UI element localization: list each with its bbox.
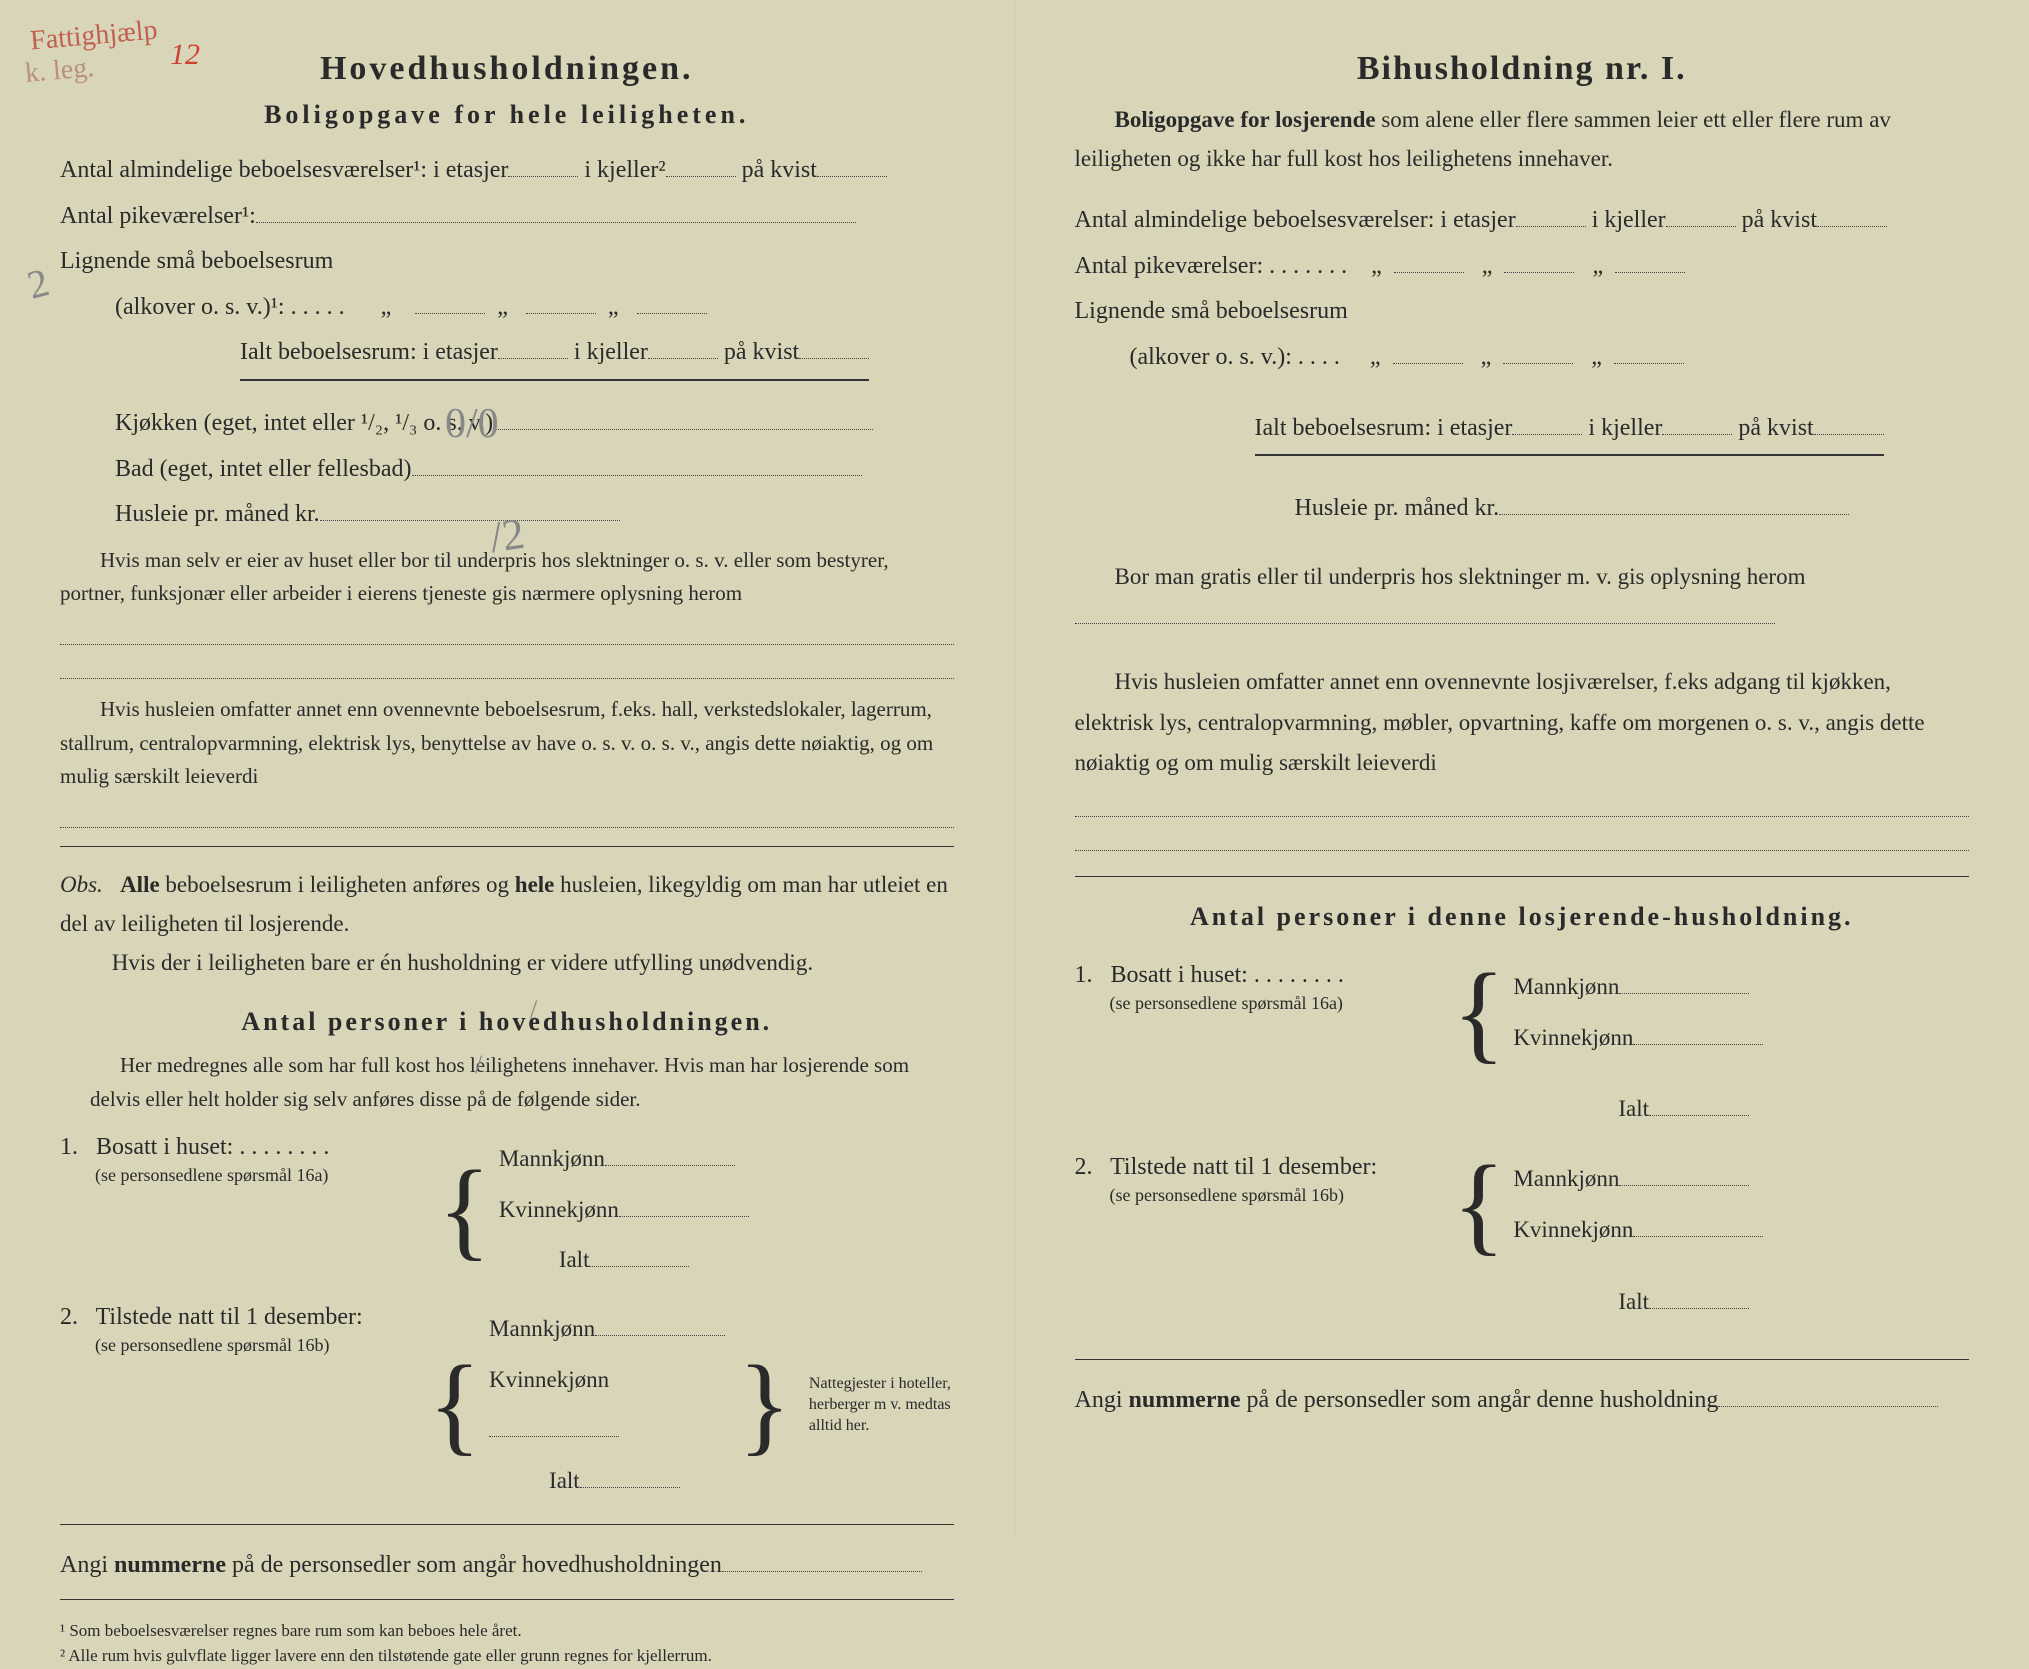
bosatt-row: 1. Bosatt i huset: . . . . . . . . (se p… bbox=[60, 1134, 954, 1286]
r-bor-gratis: Bor man gratis eller til underpris hos s… bbox=[1075, 557, 1970, 638]
rooms-label: Antal almindelige beboelsesværelser¹: i … bbox=[60, 157, 508, 183]
r-mann-2: Mannkjønn bbox=[1513, 1166, 1619, 1191]
ialt-label-1: Ialt bbox=[499, 1247, 590, 1272]
r-kvinne-2: Kvinnekjønn bbox=[1513, 1217, 1633, 1242]
obs-text2: Hvis der i leiligheten bare er én hushol… bbox=[112, 950, 813, 975]
r-pike-label: Antal pikeværelser: . . . . . . . bbox=[1075, 253, 1348, 279]
angi-line: Angi nummerne på de personsedler som ang… bbox=[60, 1543, 954, 1589]
mann-label-2: Mannkjønn bbox=[489, 1316, 595, 1341]
r-bosatt-num: 1. bbox=[1075, 962, 1093, 988]
r-pike-line: Antal pikeværelser: . . . . . . . „ „ „ bbox=[1075, 244, 1970, 290]
kvist-label: på kvist bbox=[742, 157, 817, 183]
r-ialt-rooms: Ialt beboelsesrum: i etasjer i kjeller p… bbox=[1075, 406, 1970, 457]
bosatt-sub: (se personsedlene spørsmål 16a) bbox=[60, 1165, 328, 1185]
bad-line: Bad (eget, intet eller fellesbad) bbox=[60, 447, 954, 493]
right-title: Bihusholdning nr. I. bbox=[1075, 50, 1970, 88]
handwriting-tick2: / bbox=[475, 1050, 482, 1080]
lignende-line1: Lignende små beboelsesrum bbox=[60, 239, 954, 285]
right-intro: Boligopgave for losjerende som alene ell… bbox=[1075, 100, 1970, 178]
r-husleie-label: Husleie pr. måned kr. bbox=[1295, 495, 1500, 521]
handwriting-margin: 2 bbox=[22, 258, 53, 309]
r-kjeller: i kjeller bbox=[1592, 207, 1666, 233]
obs-label: Obs. bbox=[60, 872, 103, 897]
ialt-rooms: Ialt beboelsesrum: i etasjer i kjeller p… bbox=[60, 330, 954, 381]
handwriting-tick1: / bbox=[530, 995, 537, 1025]
mann-label: Mannkjønn bbox=[499, 1146, 605, 1171]
bosatt-num: 1. bbox=[60, 1134, 78, 1160]
r-kvist: på kvist bbox=[1742, 207, 1817, 233]
antal-intro: Her medregnes alle som har full kost hos… bbox=[60, 1049, 954, 1116]
sidenote: Nattegjester i hoteller, herberger m v. … bbox=[809, 1374, 954, 1436]
r-tilstede-row: 2. Tilstede natt til 1 desember: (se per… bbox=[1075, 1154, 1970, 1255]
r-ialt-kjeller: i kjeller bbox=[1588, 415, 1662, 441]
r-tilstede-label: Tilstede natt til 1 desember: bbox=[1110, 1154, 1377, 1180]
obs-block: Obs. Alle beboelsesrum i leiligheten anf… bbox=[60, 865, 954, 982]
bosatt-label: Bosatt i huset: . . . . . . . . bbox=[96, 1134, 329, 1160]
r-mann-1: Mannkjønn bbox=[1513, 974, 1619, 999]
r-rooms-line: Antal almindelige beboelsesværelser: i e… bbox=[1075, 198, 1970, 244]
r-tilstede-sub: (se personsedlene spørsmål 16b) bbox=[1075, 1185, 1344, 1205]
r-tilstede-num: 2. bbox=[1075, 1154, 1093, 1180]
ialt-label-2: Ialt bbox=[489, 1468, 580, 1493]
kjeller-label: i kjeller² bbox=[584, 157, 665, 183]
right-page: Bihusholdning nr. I. Boligopgave for los… bbox=[1015, 0, 2029, 1536]
kjokken-line: Kjøkken (eget, intet eller ¹/₂, ¹/₃ o. s… bbox=[60, 401, 954, 447]
ialt-kjeller: i kjeller bbox=[574, 339, 648, 365]
r-bosatt-sub: (se personsedlene spørsmål 16a) bbox=[1075, 993, 1343, 1013]
r-lignende2: (alkover o. s. v.): . . . . „ „ „ bbox=[1075, 335, 1970, 381]
r-ialt-2: Ialt bbox=[1075, 1274, 1970, 1329]
r-husleie: Husleie pr. måned kr. bbox=[1075, 486, 1970, 532]
tilstede-num: 2. bbox=[60, 1304, 78, 1330]
lignende-line2: (alkover o. s. v.)¹: . . . . . „ „ „ bbox=[60, 285, 954, 331]
r-kvinne-1: Kvinnekjønn bbox=[1513, 1025, 1633, 1050]
r-angi: Angi nummerne på de personsedler som ang… bbox=[1075, 1378, 1970, 1424]
hvis2: Hvis husleien omfatter annet enn ovennev… bbox=[60, 693, 954, 794]
r-bosatt-label: Bosatt i huset: . . . . . . . . bbox=[1111, 962, 1344, 988]
footnote-1: ¹ Som beboelsesværelser regnes bare rum … bbox=[60, 1618, 954, 1644]
bad-label: Bad (eget, intet eller fellesbad) bbox=[115, 456, 412, 482]
kjokken-label: Kjøkken (eget, intet eller ¹/₂, ¹/₃ o. s… bbox=[115, 410, 493, 436]
r-alkover: (alkover o. s. v.): . . . . bbox=[1130, 344, 1340, 370]
footnotes: ¹ Som beboelsesværelser regnes bare rum … bbox=[60, 1618, 954, 1669]
r-hvis2: Hvis husleien omfatter annet enn ovennev… bbox=[1075, 662, 1970, 783]
alkover-label: (alkover o. s. v.)¹: . . . . . bbox=[115, 294, 345, 320]
r-bor-gratis-text: Bor man gratis eller til underpris hos s… bbox=[1115, 564, 1806, 589]
tilstede-label: Tilstede natt til 1 desember: bbox=[96, 1304, 363, 1330]
handwriting-red-12: 12 bbox=[170, 38, 200, 72]
r-bosatt-row: 1. Bosatt i huset: . . . . . . . . (se p… bbox=[1075, 962, 1970, 1063]
r-ialt-1: Ialt bbox=[1075, 1081, 1970, 1136]
tilstede-row: 2. Tilstede natt til 1 desember: (se per… bbox=[60, 1304, 954, 1506]
footnote-2: ² Alle rum hvis gulvflate ligger lavere … bbox=[60, 1643, 954, 1669]
tilstede-sub: (se personsedlene spørsmål 16b) bbox=[60, 1335, 329, 1355]
r-ialt-label: Ialt beboelsesrum: i etasjer bbox=[1255, 415, 1513, 441]
handwriting-mid: /2 bbox=[487, 508, 528, 563]
r-ialt-label-1: Ialt bbox=[1618, 1096, 1649, 1121]
rooms-line: Antal almindelige beboelsesværelser¹: i … bbox=[60, 148, 954, 194]
handwriting-husleie: 0/0 bbox=[445, 400, 499, 448]
ialt-label: Ialt beboelsesrum: i etasjer bbox=[240, 339, 498, 365]
r-lignende1: Lignende små beboelsesrum bbox=[1075, 289, 1970, 335]
r-rooms-label: Antal almindelige beboelsesværelser: i e… bbox=[1075, 207, 1516, 233]
r-ialt-label-2: Ialt bbox=[1618, 1289, 1649, 1314]
husleie-label: Husleie pr. måned kr. bbox=[115, 501, 320, 527]
ialt-kvist: på kvist bbox=[724, 339, 799, 365]
pike-label: Antal pikeværelser¹: bbox=[60, 203, 256, 229]
pike-line: Antal pikeværelser¹: bbox=[60, 194, 954, 240]
left-page: Fattighjælp k. leg. 12 2 0/0 /2 / / Hove… bbox=[0, 0, 1015, 1536]
antal-title: Antal personer i hovedhusholdningen. bbox=[60, 1007, 954, 1037]
r-ialt-kvist: på kvist bbox=[1738, 415, 1813, 441]
handwriting-top2: k. leg. bbox=[24, 52, 96, 90]
r-antal-title: Antal personer i denne losjerende-hushol… bbox=[1075, 902, 1970, 932]
kvinne-label-2: Kvinnekjønn bbox=[489, 1367, 609, 1392]
left-subtitle: Boligopgave for hele leiligheten. bbox=[60, 100, 954, 130]
kvinne-label: Kvinnekjønn bbox=[499, 1197, 619, 1222]
